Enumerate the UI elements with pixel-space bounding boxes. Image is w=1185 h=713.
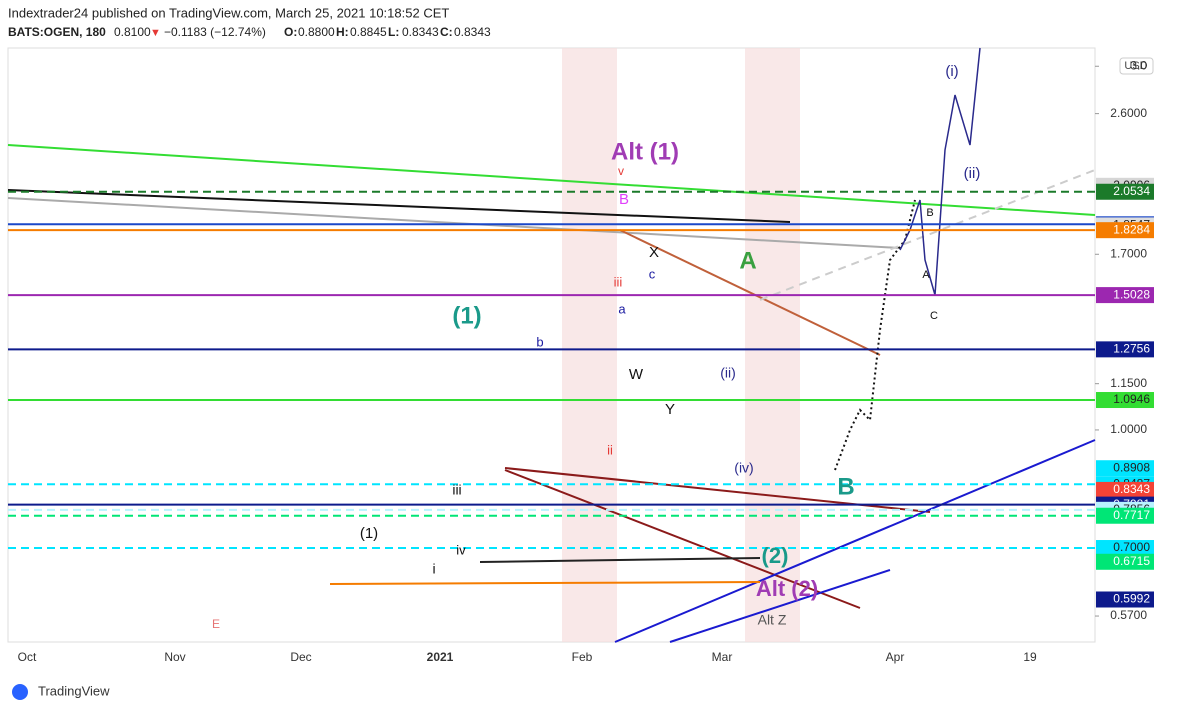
- price-label-box: [1096, 341, 1154, 358]
- price-label-box: [1096, 481, 1154, 498]
- ohlc-label: C:: [440, 25, 453, 39]
- wave-label: (i): [945, 63, 958, 80]
- price-label-box: [1096, 553, 1154, 570]
- trendline: [614, 439, 1096, 643]
- trendline: [7, 144, 1096, 216]
- price-label-box: [1096, 540, 1154, 557]
- y-tick-label: 3.0: [1130, 58, 1147, 72]
- wave-label: (iv): [734, 460, 753, 476]
- x-tick-label: Dec: [290, 650, 311, 664]
- wave-label: Y: [665, 401, 675, 418]
- wave-label: iv: [456, 542, 466, 557]
- wave-label: ii: [607, 442, 613, 457]
- wave-label: B: [619, 191, 629, 208]
- wave-label: W: [629, 366, 644, 383]
- trendline: [7, 189, 791, 223]
- price-label: 0.6715: [1113, 554, 1150, 568]
- wave-label: B: [837, 473, 854, 500]
- price-label-box: [1096, 507, 1154, 524]
- footer: TradingView: [38, 683, 110, 698]
- trendline: [619, 229, 881, 356]
- price-label: 2.0534: [1113, 184, 1150, 198]
- wave-label: (1): [452, 302, 481, 329]
- ohlc-label: H:: [336, 25, 349, 39]
- trendline: [7, 197, 901, 249]
- x-tick-label: Apr: [886, 650, 905, 664]
- wave-label: B: [926, 207, 933, 219]
- wave-label: iii: [614, 274, 623, 289]
- price-label-box: [1096, 222, 1154, 239]
- levels: 2.09062.05341.86121.85471.82841.50281.27…: [8, 177, 1154, 608]
- price-label: 0.8343: [1113, 482, 1150, 496]
- wave-label: E: [212, 617, 220, 631]
- wave-label: X: [649, 244, 659, 261]
- y-tick-label: 2.6000: [1110, 106, 1147, 120]
- wave-label: Alt (2): [756, 576, 818, 601]
- price-label: 0.7717: [1113, 508, 1150, 522]
- wave-label: Alt (1): [611, 138, 679, 165]
- plot-frame: [7, 47, 1096, 643]
- publisher: Indextrader24 published on TradingView.c…: [8, 5, 449, 20]
- wave-label: C: [930, 310, 938, 322]
- y-tick-label: 0.5700: [1110, 608, 1147, 622]
- x-tick-label: Nov: [164, 650, 185, 664]
- price-label: 0.5992: [1113, 592, 1150, 606]
- wave-label: b: [536, 334, 543, 349]
- price-label-box: [1096, 460, 1154, 477]
- wave-label: v: [618, 164, 624, 178]
- y-tick-label: 1.0000: [1110, 422, 1147, 436]
- price-label: 1.5028: [1113, 287, 1150, 301]
- logo: [12, 684, 28, 700]
- x-tick-label: 2021: [427, 650, 454, 664]
- ohlc-label: L:: [388, 25, 399, 39]
- ohlc-value: 0.8343: [402, 25, 439, 39]
- ohlc-value: 0.8343: [454, 25, 491, 39]
- last-price: 0.8100: [114, 25, 151, 39]
- y-tick-label: 1.1500: [1110, 376, 1147, 390]
- wave-label: a: [618, 301, 626, 316]
- wave-label: A: [739, 247, 756, 274]
- highlight-band: [562, 48, 617, 642]
- price-label-box: [1096, 392, 1154, 409]
- trendline: [504, 469, 861, 609]
- y-tick-label: 1.7000: [1110, 246, 1147, 260]
- ohlc: O: 0.8800 H: 0.8845 L: 0.8343 C: 0.8343: [284, 25, 491, 39]
- wave-label: (ii): [964, 165, 981, 182]
- wave-label: (1): [360, 525, 378, 542]
- wave-label: A: [922, 269, 930, 281]
- price-label-box: [1096, 183, 1154, 200]
- change: −0.1183 (−12.74%): [164, 25, 266, 39]
- trendline: [329, 581, 761, 585]
- price-label: 0.8908: [1113, 460, 1150, 474]
- price-label: 1.8284: [1113, 222, 1150, 236]
- price-label: 0.7000: [1113, 540, 1150, 554]
- ohlc-value: 0.8800: [298, 25, 335, 39]
- x-tick-label: Feb: [572, 650, 593, 664]
- wave-label: (ii): [720, 365, 736, 381]
- symbol: BATS:OGEN, 180: [8, 25, 106, 39]
- currency: USD: [1124, 60, 1147, 72]
- currency-box: [1119, 57, 1154, 75]
- wave-label: i: [432, 561, 435, 577]
- x-tick-label: Mar: [712, 650, 733, 664]
- trendline: [669, 569, 891, 643]
- wave-label: (2): [762, 543, 789, 568]
- wave-label: Alt Z: [758, 612, 787, 628]
- ohlc-value: 0.8845: [350, 25, 387, 39]
- wave-label: c: [649, 266, 656, 281]
- ohlc-label: O:: [284, 25, 297, 39]
- price-label-box: [1096, 591, 1154, 608]
- trendline: [479, 557, 761, 563]
- price-label: 1.0946: [1113, 392, 1150, 406]
- x-tick-label: Oct: [18, 650, 37, 664]
- highlight-band: [745, 48, 800, 642]
- x-tick-label: 19: [1023, 650, 1037, 664]
- wave-label: iii: [452, 482, 461, 498]
- price-label: 1.2756: [1113, 342, 1150, 356]
- price-label-box: [1096, 287, 1154, 304]
- down-arrow: ▼: [150, 27, 161, 39]
